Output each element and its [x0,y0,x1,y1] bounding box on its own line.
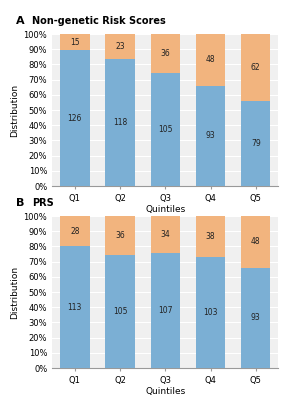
Y-axis label: Distribution: Distribution [10,266,19,318]
Bar [241,268,271,368]
Bar [196,34,225,86]
Text: 105: 105 [158,125,173,134]
Bar [60,216,90,246]
Text: 118: 118 [113,118,127,127]
Text: 48: 48 [251,237,261,246]
Bar [196,257,225,368]
Bar [151,216,180,253]
Text: 38: 38 [206,232,215,241]
Y-axis label: Distribution: Distribution [10,84,19,136]
Bar [241,101,271,186]
Text: PRS: PRS [32,198,54,208]
Text: B: B [16,198,24,208]
Bar [196,216,225,257]
Legend: Non-Diabetes, Diabetes: Non-Diabetes, Diabetes [106,232,224,241]
X-axis label: Quintiles: Quintiles [145,388,185,396]
Bar [105,255,135,368]
Text: 107: 107 [158,306,173,315]
Text: 93: 93 [251,313,261,322]
X-axis label: Quintiles: Quintiles [145,206,185,214]
Bar [196,86,225,186]
Text: 126: 126 [68,114,82,122]
Text: A: A [16,16,25,26]
Bar [105,34,135,59]
Text: 36: 36 [115,231,125,240]
Text: 79: 79 [251,139,261,148]
Text: 105: 105 [113,307,127,316]
Text: 113: 113 [68,302,82,312]
Text: 23: 23 [115,42,125,51]
Text: 15: 15 [70,38,80,46]
Text: 48: 48 [206,55,215,64]
Text: 36: 36 [160,49,170,58]
Text: χ²(DF = 4, N = 705) = 52.46, p-value < 0.0001: χ²(DF = 4, N = 705) = 52.46, p-value < 0… [82,250,248,257]
Text: Non-genetic Risk Scores: Non-genetic Risk Scores [32,16,166,26]
Text: 28: 28 [70,226,79,236]
Bar [241,34,271,101]
Bar [105,59,135,186]
Bar [105,216,135,255]
Bar [60,50,90,186]
Bar [60,34,90,50]
Bar [151,73,180,186]
Text: 62: 62 [251,63,261,72]
Bar [241,216,271,268]
Text: 93: 93 [206,131,215,140]
Bar [151,34,180,73]
Bar [60,246,90,368]
Bar [151,253,180,368]
Text: 103: 103 [203,308,218,317]
Text: 34: 34 [160,230,170,239]
